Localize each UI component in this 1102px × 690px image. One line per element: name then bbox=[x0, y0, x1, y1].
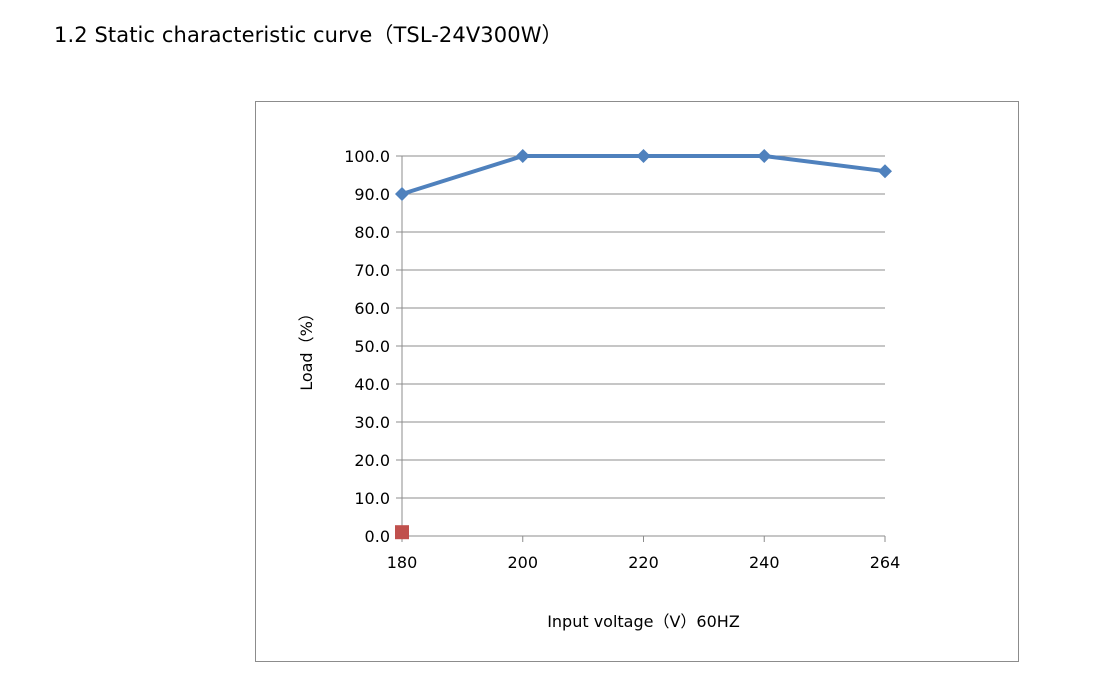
data-point-marker bbox=[636, 149, 651, 163]
y-tick-label: 10.0 bbox=[354, 489, 390, 508]
section-heading: 1.2 Static characteristic curve（TSL-24V3… bbox=[54, 23, 563, 47]
x-tick-label: 200 bbox=[507, 553, 538, 572]
series bbox=[395, 149, 892, 540]
x-tick-labels: 180 200 220 240 264 bbox=[387, 553, 901, 572]
axes bbox=[396, 155, 886, 542]
y-tick-label: 0.0 bbox=[365, 527, 390, 546]
x-tick-label: 180 bbox=[387, 553, 418, 572]
data-point-marker bbox=[515, 149, 530, 163]
data-point-marker bbox=[395, 187, 409, 201]
x-tick-label: 220 bbox=[628, 553, 659, 572]
y-tick-label: 50.0 bbox=[354, 337, 390, 356]
chart-frame bbox=[255, 101, 1019, 662]
data-point-marker bbox=[757, 149, 772, 163]
data-point-marker bbox=[878, 164, 892, 179]
y-tick-label: 70.0 bbox=[354, 261, 390, 280]
y-tick-label: 30.0 bbox=[354, 413, 390, 432]
x-tick-label: 240 bbox=[749, 553, 780, 572]
y-tick-labels: 0.0 10.0 20.0 30.0 40.0 50.0 60.0 70.0 80.0 90.0 1… bbox=[344, 147, 390, 546]
y-tick-label: 60.0 bbox=[354, 299, 390, 318]
x-tick-label: 264 bbox=[870, 553, 901, 572]
gridlines bbox=[402, 155, 885, 499]
y-tick-label: 40.0 bbox=[354, 375, 390, 394]
x-axis-title: Input voltage（V）60HZ bbox=[547, 612, 740, 631]
data-point-marker bbox=[395, 525, 409, 540]
y-tick-label: 90.0 bbox=[354, 185, 390, 204]
y-tick-label: 20.0 bbox=[354, 451, 390, 470]
y-axis-title: Load（%） bbox=[297, 305, 316, 391]
y-tick-label: 100.0 bbox=[344, 147, 390, 166]
y-tick-label: 80.0 bbox=[354, 223, 390, 242]
